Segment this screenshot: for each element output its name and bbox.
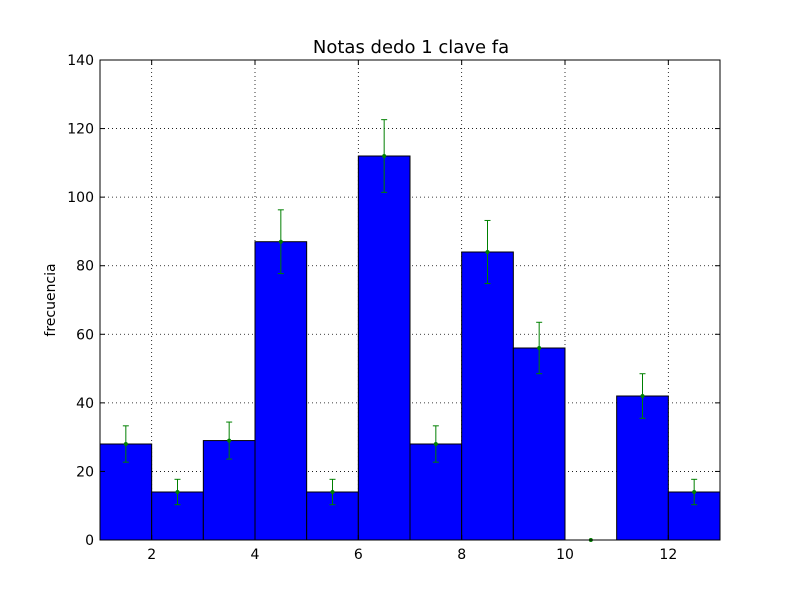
x-tick-label: 12 bbox=[659, 547, 677, 563]
x-tick-label: 10 bbox=[556, 547, 574, 563]
y-tick-label: 60 bbox=[76, 327, 94, 343]
histogram-bar bbox=[254, 241, 308, 541]
y-tick-label: 100 bbox=[67, 190, 94, 206]
plot-frame bbox=[99, 59, 721, 541]
data-point-marker bbox=[537, 346, 542, 350]
x-tick-label: 8 bbox=[457, 547, 466, 563]
y-tick-label: 0 bbox=[85, 533, 94, 549]
histogram-bar bbox=[461, 251, 514, 541]
error-bars bbox=[122, 119, 698, 542]
data-point-marker bbox=[382, 154, 387, 158]
y-tick-label: 40 bbox=[76, 396, 94, 412]
y-tick-label: 20 bbox=[76, 464, 94, 480]
data-point-marker bbox=[175, 490, 180, 494]
x-tick-label: 4 bbox=[251, 547, 260, 563]
data-point-marker bbox=[278, 239, 283, 244]
histogram-bar bbox=[616, 395, 669, 541]
data-point-marker bbox=[330, 490, 335, 494]
chart-title: Notas dedo 1 clave fa bbox=[313, 37, 509, 58]
data-point-marker bbox=[640, 394, 645, 398]
data-point-marker bbox=[692, 490, 697, 494]
data-point-marker bbox=[433, 442, 438, 446]
x-tick-label: 6 bbox=[354, 547, 363, 563]
data-point-marker bbox=[123, 442, 128, 446]
histogram-bar bbox=[357, 155, 411, 541]
y-tick-label: 140 bbox=[67, 53, 94, 69]
data-point-marker bbox=[227, 438, 232, 443]
histogram-bar bbox=[512, 347, 566, 541]
y-tick-label: 80 bbox=[76, 259, 94, 275]
x-tick-label: 2 bbox=[147, 547, 156, 563]
data-point-marker bbox=[485, 250, 490, 254]
y-axis-label: frecuencia bbox=[43, 263, 59, 336]
y-tick-label: 120 bbox=[67, 122, 94, 138]
